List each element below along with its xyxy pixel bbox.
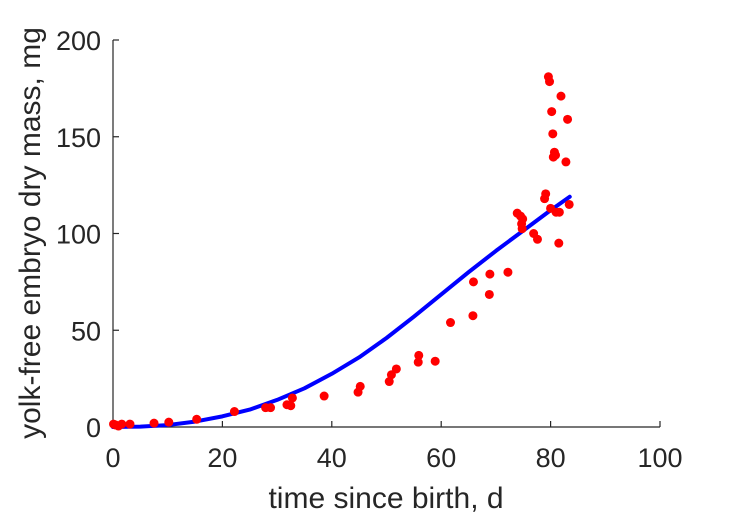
data-point bbox=[164, 417, 174, 427]
model-curve-layer bbox=[111, 194, 572, 429]
y-tick-label: 0 bbox=[86, 413, 101, 443]
data-point bbox=[545, 77, 555, 87]
data-point bbox=[532, 234, 542, 244]
data-point bbox=[484, 289, 494, 299]
data-point bbox=[485, 269, 495, 279]
data-point bbox=[149, 418, 159, 428]
data-point bbox=[430, 356, 440, 366]
x-axis-ticks: 0 20 40 60 80 100 bbox=[105, 421, 683, 473]
plot-area bbox=[112, 40, 660, 428]
y-tick-label: 100 bbox=[56, 220, 101, 250]
data-point bbox=[548, 129, 558, 139]
data-point bbox=[564, 199, 574, 209]
x-tick-label: 20 bbox=[207, 443, 237, 473]
x-tick-label: 80 bbox=[536, 443, 566, 473]
data-point bbox=[287, 393, 297, 403]
data-point bbox=[391, 364, 401, 374]
data-point bbox=[413, 357, 423, 367]
data-point bbox=[414, 350, 424, 360]
data-point bbox=[384, 377, 394, 387]
y-tick-label: 50 bbox=[71, 316, 101, 346]
data-point bbox=[355, 381, 365, 391]
data-point bbox=[551, 150, 561, 160]
data-point bbox=[192, 414, 202, 424]
x-axis-label: time since birth, d bbox=[268, 482, 503, 515]
data-point bbox=[503, 267, 513, 277]
data-point bbox=[286, 401, 296, 411]
data-point bbox=[266, 403, 276, 413]
y-axis-ticks: 0 50 100 150 200 bbox=[56, 26, 119, 443]
data-point bbox=[561, 157, 571, 167]
x-tick-label: 40 bbox=[317, 443, 347, 473]
data-point bbox=[117, 419, 127, 429]
data-point bbox=[554, 238, 564, 248]
y-tick-label: 150 bbox=[56, 123, 101, 153]
data-point bbox=[319, 391, 329, 401]
model-curve bbox=[111, 194, 572, 429]
data-point bbox=[446, 318, 455, 328]
data-point bbox=[556, 91, 566, 101]
data-point bbox=[468, 277, 478, 287]
y-tick-label: 200 bbox=[56, 26, 101, 56]
x-tick-label: 0 bbox=[105, 443, 120, 473]
data-point bbox=[468, 311, 478, 321]
data-point bbox=[125, 419, 135, 429]
x-tick-label: 100 bbox=[637, 443, 682, 473]
x-tick-label: 60 bbox=[426, 443, 456, 473]
data-point bbox=[563, 114, 573, 124]
data-point bbox=[229, 407, 239, 417]
data-point bbox=[547, 107, 557, 117]
data-point bbox=[541, 189, 551, 199]
data-points-layer bbox=[109, 72, 574, 431]
y-axis-label: yolk-free embryo dry mass, mg bbox=[14, 27, 47, 439]
data-point bbox=[554, 207, 564, 217]
data-point bbox=[517, 224, 527, 234]
data-point bbox=[518, 214, 528, 224]
